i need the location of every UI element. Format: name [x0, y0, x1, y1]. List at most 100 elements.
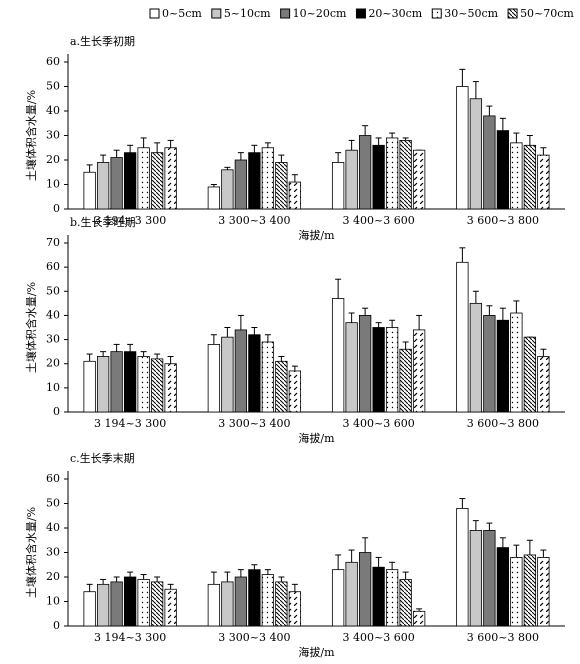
bar: [261, 147, 275, 210]
bar: [137, 147, 150, 210]
y-tick-label: 20: [46, 570, 60, 583]
y-tick-label: 40: [46, 521, 60, 534]
bar: [221, 169, 234, 210]
x-tick-label: 3 194~3 300: [94, 214, 166, 227]
bar: [399, 579, 412, 627]
y-tick-label: 20: [46, 357, 60, 370]
y-tick-label: 10: [46, 381, 60, 394]
y-tick-label: 30: [46, 333, 60, 346]
bar: [83, 360, 96, 413]
bar: [456, 261, 469, 413]
x-tick-label: 3 194~3 300: [94, 631, 166, 644]
bar: [248, 569, 261, 627]
y-tick-label: 30: [46, 546, 60, 559]
y-tick-label: 60: [46, 260, 60, 273]
legend-swatch: [280, 8, 291, 19]
y-tick-label: 50: [46, 80, 60, 93]
y-axis-title: 土壤体积含水量/%: [24, 282, 38, 373]
bar: [110, 351, 123, 413]
bar: [496, 547, 510, 627]
bar: [275, 162, 288, 210]
bar: [537, 356, 550, 413]
x-axis-title: 海拔/m: [298, 645, 335, 659]
legend-swatch: [211, 8, 222, 19]
bar: [288, 370, 302, 413]
bar: [207, 186, 221, 210]
y-tick-label: 60: [46, 55, 60, 68]
y-tick-label: 40: [46, 308, 60, 321]
bar: [496, 130, 510, 210]
x-tick-label: 3 400~3 600: [343, 214, 415, 227]
bar: [110, 581, 123, 627]
x-tick-label: 3 300~3 400: [218, 631, 290, 644]
bar: [123, 351, 137, 413]
bar: [483, 115, 496, 210]
bar: [358, 552, 372, 627]
legend-label: 30~50cm: [444, 7, 498, 20]
legend-swatch: [149, 8, 160, 19]
legend-label: 5~10cm: [224, 7, 271, 20]
bar: [275, 581, 288, 627]
bar: [164, 147, 177, 210]
bar: [496, 319, 510, 413]
bar: [207, 583, 221, 627]
bar: [345, 322, 358, 413]
bar: [345, 149, 358, 210]
x-tick-label: 3 400~3 600: [343, 417, 415, 430]
bar: [248, 152, 261, 210]
bar: [261, 341, 275, 413]
bar: [261, 574, 275, 627]
bar: [469, 98, 483, 210]
x-tick-label: 3 600~3 800: [467, 631, 539, 644]
bar: [510, 142, 523, 210]
legend-label: 20~30cm: [368, 7, 422, 20]
bar: [164, 588, 177, 627]
bar: [483, 315, 496, 413]
legend-swatch: [355, 8, 366, 19]
bar: [221, 336, 234, 413]
y-tick-label: 60: [46, 472, 60, 485]
panel-title: a.生长季初期: [70, 34, 135, 48]
bar: [456, 86, 469, 210]
bar: [96, 356, 110, 413]
y-tick-label: 0: [53, 202, 60, 215]
y-tick-label: 40: [46, 104, 60, 117]
bar: [83, 171, 96, 210]
bar: [150, 152, 164, 210]
bar: [412, 329, 426, 413]
bar: [83, 591, 96, 627]
y-tick-label: 30: [46, 129, 60, 142]
panel-title: b.生长季旺期: [70, 215, 136, 229]
bar: [523, 144, 537, 210]
x-axis-title: 海拔/m: [298, 431, 335, 445]
bar: [385, 569, 399, 627]
bar: [412, 610, 426, 627]
bar: [523, 336, 537, 413]
bar: [110, 157, 123, 210]
bar: [234, 329, 248, 413]
y-axis-title: 土壤体积含水量/%: [24, 90, 38, 181]
bar: [221, 581, 234, 627]
x-tick-label: 3 300~3 400: [218, 417, 290, 430]
bar: [96, 162, 110, 210]
x-tick-label: 3 300~3 400: [218, 214, 290, 227]
bar: [123, 152, 137, 210]
legend-label: 0~5cm: [162, 7, 202, 20]
panel-title: c.生长季末期: [70, 451, 135, 465]
y-tick-label: 70: [46, 236, 60, 249]
bar: [137, 356, 150, 413]
y-axis-title: 土壤体积含水量/%: [24, 507, 38, 598]
bar: [399, 139, 412, 210]
bar: [372, 144, 385, 210]
bar: [456, 507, 469, 627]
x-axis-title: 海拔/m: [298, 228, 335, 242]
bar: [331, 162, 345, 210]
bar: [537, 557, 550, 627]
bar: [288, 591, 302, 627]
bar: [537, 154, 550, 210]
legend-label: 50~70cm: [520, 7, 574, 20]
bar: [248, 334, 261, 413]
y-tick-label: 50: [46, 497, 60, 510]
bar: [331, 569, 345, 627]
